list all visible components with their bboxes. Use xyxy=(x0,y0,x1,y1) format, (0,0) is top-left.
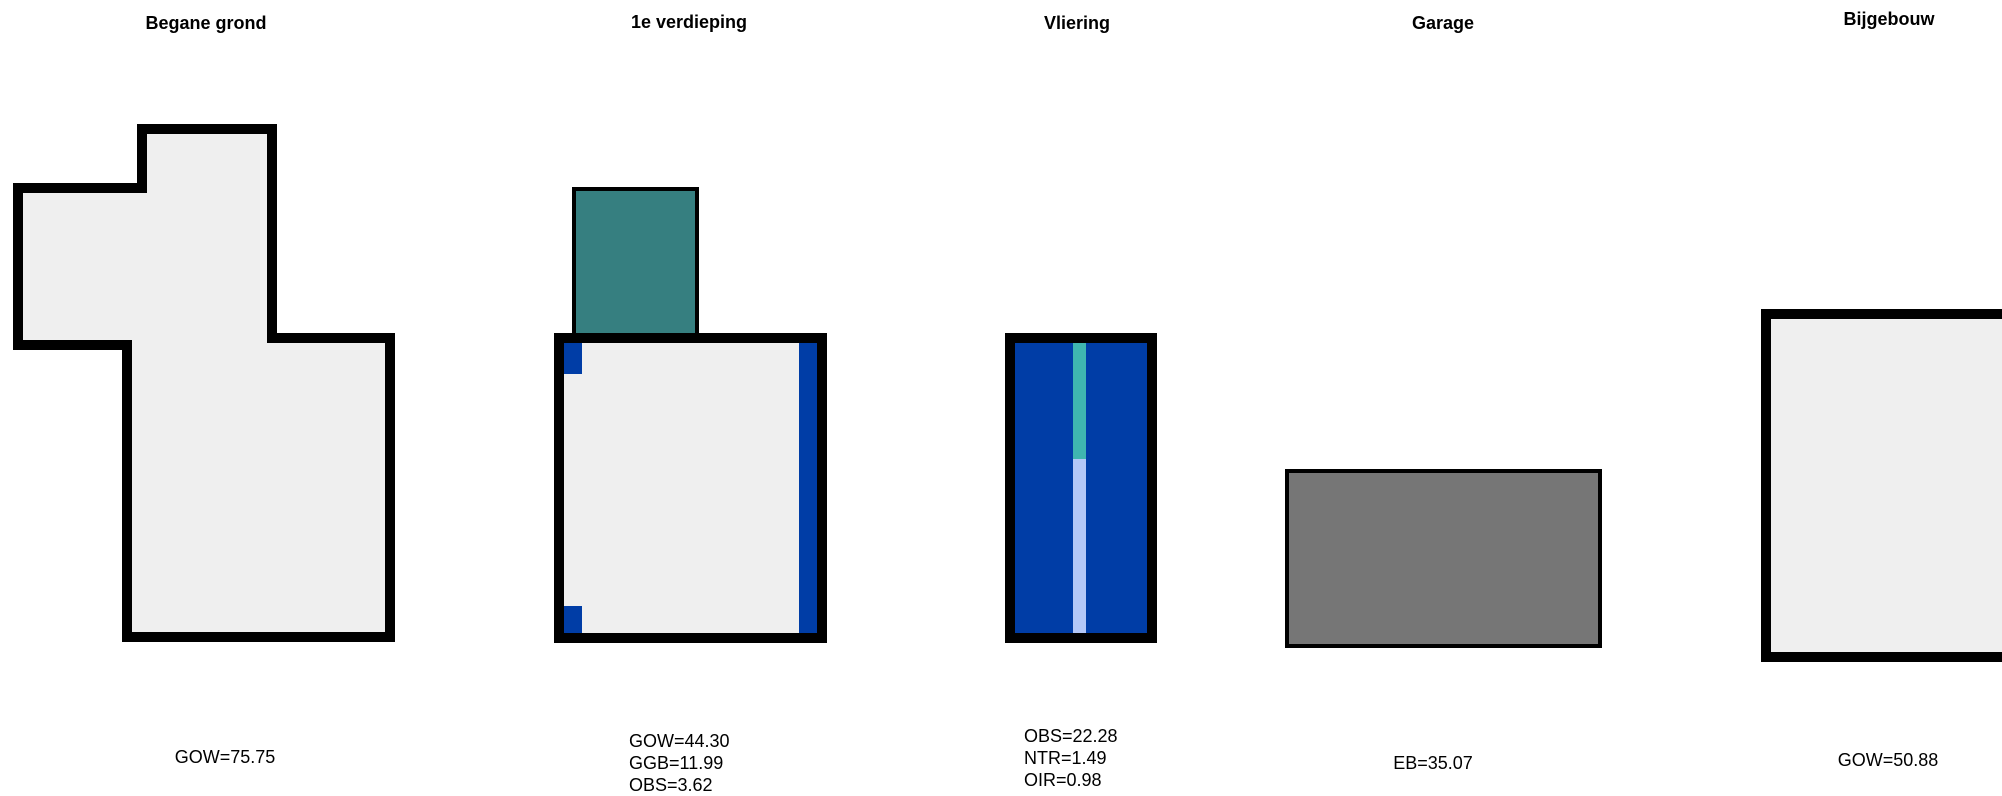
1e-verdieping-blue-strip xyxy=(799,343,817,633)
title-1e-verdieping: 1e verdieping xyxy=(630,12,748,32)
title-vliering: Vliering xyxy=(1043,13,1111,33)
garage-room xyxy=(1285,469,1602,648)
stat-line: GOW=50.88 xyxy=(1837,750,1939,770)
stat-line: OBS=22.28 xyxy=(1024,726,1118,746)
1e-verdieping-teal-room xyxy=(572,187,699,339)
stat-line: GOW=75.75 xyxy=(174,747,276,767)
1e-verdieping-main-room xyxy=(554,333,827,643)
stat-line: NTR=1.49 xyxy=(1024,748,1107,768)
stats-1e-verdieping: GOW=44.30 GGB=11.99 OBS=3.62 xyxy=(629,730,730,796)
1e-verdieping-blue-corner-bottom xyxy=(564,606,582,633)
title-bijgebouw: Bijgebouw xyxy=(1843,9,1935,29)
1e-verdieping-blue-corner-top xyxy=(564,343,582,374)
title-garage: Garage xyxy=(1411,13,1475,33)
stat-line: OIR=0.98 xyxy=(1024,770,1102,790)
title-begane-grond: Begane grond xyxy=(145,13,267,33)
stat-line: OBS=3.62 xyxy=(629,775,713,795)
stat-line: EB=35.07 xyxy=(1393,753,1473,773)
stats-garage: EB=35.07 xyxy=(1393,752,1473,774)
stat-line: GOW=44.30 xyxy=(629,731,730,751)
begane-grond-shape xyxy=(13,124,395,642)
stats-begane-grond: GOW=75.75 xyxy=(175,746,276,768)
stat-line: GGB=11.99 xyxy=(629,753,724,773)
stats-vliering: OBS=22.28 NTR=1.49 OIR=0.98 xyxy=(1024,725,1118,791)
vliering-turquoise-strip xyxy=(1073,343,1086,459)
bijgebouw-room xyxy=(1761,309,2002,662)
stats-bijgebouw: GOW=50.88 xyxy=(1838,749,1939,771)
vliering-lightblue-strip xyxy=(1073,459,1086,633)
